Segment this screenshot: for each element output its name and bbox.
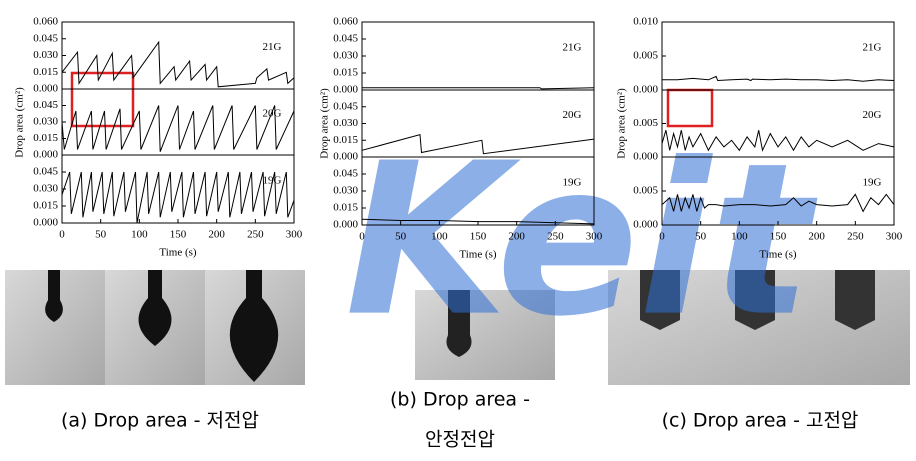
y-tick-label: 0.015	[333, 202, 358, 214]
caption: (c) Drop area - 고전압	[662, 410, 859, 432]
y-tick-label: 0.030	[33, 116, 58, 128]
x-tick-label: 100	[431, 231, 448, 243]
x-axis-label: Time (s)	[759, 249, 797, 261]
subplot-label: 19G	[263, 174, 282, 186]
x-tick-label: 200	[508, 231, 525, 243]
x-tick-label: 250	[847, 231, 864, 243]
x-tick-label: 50	[395, 231, 407, 243]
photo-strip-b	[415, 290, 555, 380]
y-tick-label: 0.000	[633, 219, 658, 231]
data-line	[61, 40, 295, 88]
y-tick-label: 0.045	[33, 32, 58, 44]
y-tick-label: 0.000	[33, 149, 58, 161]
subplot-label: 20G	[863, 109, 882, 121]
data-line	[661, 130, 895, 152]
y-tick-label: 0.030	[333, 117, 358, 129]
y-tick-label: 0.030	[333, 185, 358, 197]
y-tick-label: 0.015	[33, 66, 58, 78]
y-tick-label: 0.060	[333, 16, 358, 28]
y-tick-label: 0.060	[33, 16, 58, 28]
y-tick-label: 0.030	[33, 183, 58, 195]
y-tick-label: 0.015	[33, 132, 58, 144]
subplot-label: 21G	[863, 41, 882, 53]
y-tick-label: 0.000	[333, 84, 358, 96]
photo-strip-c	[608, 270, 910, 385]
x-tick-label: 300	[286, 229, 303, 241]
y-tick-label: 0.030	[33, 49, 58, 61]
photo-strip-a	[5, 270, 305, 385]
y-tick-label: 0.045	[333, 33, 358, 45]
subplot-label: 19G	[563, 176, 582, 188]
y-axis-label: Drop area (cm²)	[616, 88, 628, 159]
y-tick-label: 0.015	[33, 200, 58, 212]
y-tick-label: 0.005	[633, 50, 658, 62]
subplot-label: 19G	[863, 176, 882, 188]
x-tick-label: 150	[470, 231, 487, 243]
data-line	[61, 171, 295, 224]
data-line	[661, 193, 895, 213]
y-tick-label: 0.000	[333, 151, 358, 163]
data-line	[662, 75, 895, 82]
y-tick-label: 0.045	[333, 100, 358, 112]
y-tick-label: 0.015	[333, 67, 358, 79]
axes-frame	[361, 21, 595, 91]
y-tick-label: 0.000	[333, 219, 358, 231]
y-tick-label: 0.045	[33, 166, 58, 178]
y-axis-label: Drop area (cm²)	[14, 87, 26, 158]
x-tick-label: 200	[208, 229, 225, 241]
subplot-label: 20G	[563, 109, 582, 121]
y-tick-label: 0.010	[633, 16, 658, 28]
x-tick-label: 0	[359, 231, 365, 243]
x-tick-label: 50	[95, 229, 107, 241]
data-line	[361, 134, 595, 155]
x-tick-label: 150	[770, 231, 787, 243]
y-tick-label: 0.015	[333, 134, 358, 146]
x-tick-label: 100	[131, 229, 148, 241]
x-axis-label: Time (s)	[159, 247, 197, 259]
x-tick-label: 0	[659, 231, 665, 243]
y-tick-label: 0.045	[333, 168, 358, 180]
x-axis-label: Time (s)	[459, 249, 497, 261]
x-tick-label: 250	[547, 231, 564, 243]
y-tick-label: 0.000	[33, 217, 58, 229]
caption: (b) Drop area -	[390, 389, 530, 411]
x-tick-label: 300	[886, 231, 903, 243]
y-axis-label: Drop area (cm²)	[319, 88, 331, 159]
x-tick-label: 100	[731, 231, 748, 243]
subplot-label: 20G	[263, 108, 282, 120]
subplot-label: 21G	[263, 41, 282, 53]
x-tick-label: 50	[695, 231, 707, 243]
y-tick-label: 0.005	[633, 185, 658, 197]
y-tick-label: 0.030	[333, 50, 358, 62]
x-tick-label: 150	[170, 229, 187, 241]
data-line	[362, 87, 595, 90]
caption: (a) Drop area - 저전압	[61, 410, 259, 432]
x-tick-label: 0	[59, 229, 65, 241]
caption: 안정전압	[425, 429, 495, 451]
x-tick-label: 200	[808, 231, 825, 243]
data-line	[61, 105, 295, 152]
subplot-label: 21G	[563, 41, 582, 53]
x-tick-label: 300	[586, 231, 603, 243]
y-tick-label: 0.045	[33, 99, 58, 111]
y-tick-label: 0.005	[633, 117, 658, 129]
x-tick-label: 250	[247, 229, 264, 241]
watermark: Keit	[345, 118, 818, 363]
y-tick-label: 0.000	[33, 83, 58, 95]
y-tick-label: 0.000	[633, 84, 658, 96]
y-tick-label: 0.000	[633, 151, 658, 163]
